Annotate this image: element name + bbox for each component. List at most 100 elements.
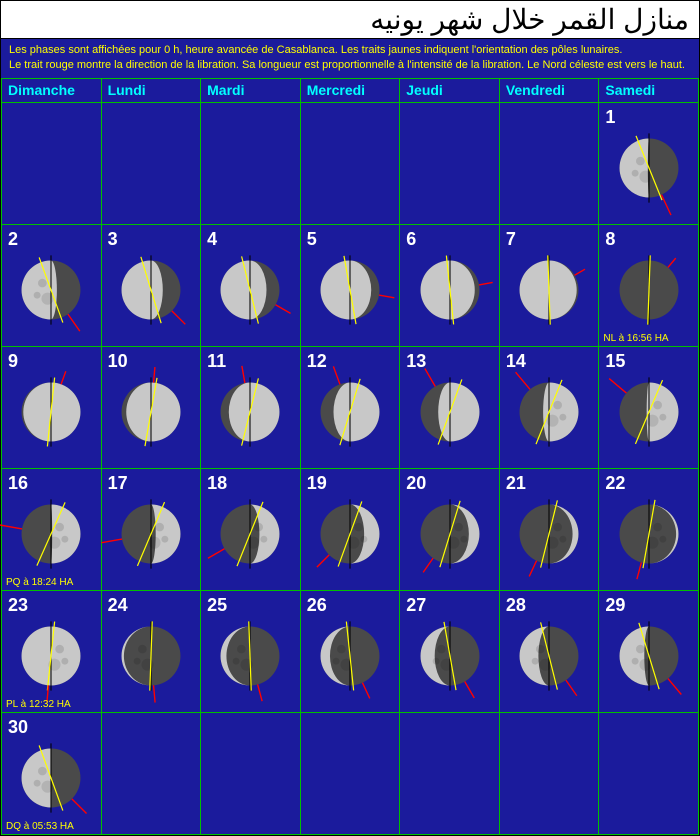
- calendar-cell: [101, 712, 201, 834]
- day-number: 4: [207, 229, 217, 250]
- day-number: 8: [605, 229, 615, 250]
- moon-phase-icon: [411, 251, 489, 329]
- moon-phase-icon: [411, 373, 489, 451]
- weekday-header: Vendredi: [499, 78, 599, 102]
- calendar-cell: [300, 102, 400, 224]
- moon-phase-icon: [610, 617, 688, 695]
- moon-phase-icon: [12, 739, 90, 817]
- calendar-cell: 13: [400, 346, 500, 468]
- weekday-header: Lundi: [101, 78, 201, 102]
- phase-event-caption: PQ à 18:24 HA: [6, 577, 73, 588]
- moon-phase-icon: [12, 617, 90, 695]
- calendar-cell: [300, 712, 400, 834]
- calendar-cell: 2: [2, 224, 102, 346]
- day-number: 23: [8, 595, 28, 616]
- calendar-cell: [499, 102, 599, 224]
- moon-phase-icon: [610, 251, 688, 329]
- day-number: 19: [307, 473, 327, 494]
- moon-phase-icon: [411, 617, 489, 695]
- calendar-cell: 12: [300, 346, 400, 468]
- moon-phase-icon: [112, 251, 190, 329]
- calendar-cell: 5: [300, 224, 400, 346]
- calendar-cell: 16 PQ à 18:24 HA: [2, 468, 102, 590]
- day-number: 15: [605, 351, 625, 372]
- moon-phase-icon: [12, 373, 90, 451]
- calendar-cell: 4: [201, 224, 301, 346]
- moon-phase-icon: [510, 251, 588, 329]
- calendar-row: 23 PL à 12:32 HA24 25: [2, 590, 699, 712]
- phase-event-caption: DQ à 05:53 HA: [6, 821, 74, 832]
- calendar-cell: 30 DQ à 05:53 HA: [2, 712, 102, 834]
- calendar-cell: [2, 102, 102, 224]
- day-number: 22: [605, 473, 625, 494]
- day-number: 6: [406, 229, 416, 250]
- calendar-row: 30 DQ à 05:53 HA: [2, 712, 699, 834]
- moon-phase-icon: [610, 495, 688, 573]
- moon-phase-icon: [211, 495, 289, 573]
- calendar-cell: 22: [599, 468, 699, 590]
- calendar-cell: 20: [400, 468, 500, 590]
- day-number: 5: [307, 229, 317, 250]
- calendar-cell: 14: [499, 346, 599, 468]
- info-line-2: Le trait rouge montre la direction de la…: [9, 58, 691, 73]
- day-number: 17: [108, 473, 128, 494]
- calendar-cell: [201, 102, 301, 224]
- calendar-cell: 29: [599, 590, 699, 712]
- calendar-row: 9 10 11 12 13 14: [2, 346, 699, 468]
- calendar-cell: 8 NL à 16:56 HA: [599, 224, 699, 346]
- moon-phase-icon: [211, 617, 289, 695]
- phase-event-caption: PL à 12:32 HA: [6, 699, 71, 710]
- info-bar: Les phases sont affichées pour 0 h, heur…: [1, 39, 699, 78]
- calendar-cell: 10: [101, 346, 201, 468]
- day-number: 10: [108, 351, 128, 372]
- calendar-cell: [201, 712, 301, 834]
- day-number: 7: [506, 229, 516, 250]
- calendar-cell: 19: [300, 468, 400, 590]
- moon-phase-icon: [510, 373, 588, 451]
- calendar-cell: 27: [400, 590, 500, 712]
- weekday-header: Dimanche: [2, 78, 102, 102]
- page-title: منازل القمر خلال شهر يونيه: [1, 1, 699, 39]
- moon-phase-icon: [211, 251, 289, 329]
- calendar-cell: 9: [2, 346, 102, 468]
- weekday-header: Samedi: [599, 78, 699, 102]
- day-number: 11: [207, 351, 226, 372]
- moon-phase-icon: [510, 495, 588, 573]
- weekday-header: Jeudi: [400, 78, 500, 102]
- calendar-cell: [599, 712, 699, 834]
- moon-phase-icon: [112, 373, 190, 451]
- moon-phase-icon: [12, 251, 90, 329]
- moon-phase-icon: [112, 617, 190, 695]
- phase-event-caption: NL à 16:56 HA: [603, 333, 668, 344]
- calendar-row: 1: [2, 102, 699, 224]
- day-number: 18: [207, 473, 227, 494]
- weekday-header: Mercredi: [300, 78, 400, 102]
- info-line-1: Les phases sont affichées pour 0 h, heur…: [9, 43, 691, 58]
- calendar-cell: 15: [599, 346, 699, 468]
- weekday-header: Mardi: [201, 78, 301, 102]
- calendar-cell: 11: [201, 346, 301, 468]
- calendar-cell: [400, 102, 500, 224]
- moon-phase-icon: [311, 373, 389, 451]
- calendar-container: منازل القمر خلال شهر يونيه Les phases so…: [0, 0, 700, 836]
- moon-phase-icon: [112, 495, 190, 573]
- calendar-cell: 23 PL à 12:32 HA: [2, 590, 102, 712]
- day-number: 27: [406, 595, 426, 616]
- moon-phase-icon: [311, 251, 389, 329]
- day-number: 25: [207, 595, 227, 616]
- calendar-row: 2 3 4 5 6: [2, 224, 699, 346]
- moon-calendar: DimancheLundiMardiMercrediJeudiVendrediS…: [1, 78, 699, 835]
- moon-phase-icon: [610, 373, 688, 451]
- calendar-cell: 7: [499, 224, 599, 346]
- moon-phase-icon: [510, 617, 588, 695]
- day-number: 20: [406, 473, 426, 494]
- day-number: 3: [108, 229, 118, 250]
- calendar-cell: 26: [300, 590, 400, 712]
- weekday-header-row: DimancheLundiMardiMercrediJeudiVendrediS…: [2, 78, 699, 102]
- calendar-row: 16 PQ à 18:24 HA 17 18: [2, 468, 699, 590]
- calendar-cell: 24: [101, 590, 201, 712]
- moon-phase-icon: [411, 495, 489, 573]
- moon-phase-icon: [12, 495, 90, 573]
- day-number: 13: [406, 351, 426, 372]
- moon-phase-icon: [311, 617, 389, 695]
